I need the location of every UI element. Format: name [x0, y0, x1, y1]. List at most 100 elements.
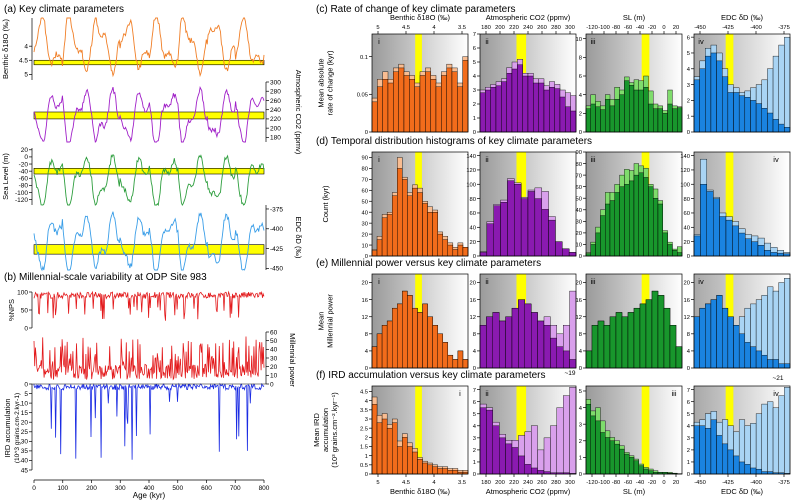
y-tick-label-f-edc: 1: [687, 460, 690, 466]
y-tick-label-e-benthic: 16: [362, 298, 368, 304]
y-tick-label-f-benthic: 1: [365, 454, 368, 460]
y-tick-label-d-benthic: 30: [362, 221, 368, 227]
bar-c-co2: [543, 89, 550, 133]
bar-e-benthic: [427, 316, 433, 369]
bar-c-co2: [565, 106, 571, 133]
y-tick-label-e-co2: 12: [470, 315, 476, 321]
y-axis-label-d: Count (kyr): [321, 185, 330, 223]
y-tick-label-e-edc: 20: [684, 281, 690, 287]
bar-d-benthic: [371, 250, 378, 257]
bar-f-benthic: [452, 470, 459, 475]
y-tick-label-millennial-power: 60: [270, 329, 278, 336]
x-tick-label-bottom-f: 20: [673, 480, 679, 486]
bar-f-sealevel: [609, 440, 616, 475]
y-tick-label-e-edc: 4: [687, 349, 691, 355]
x-tick-label-bottom-f: -40: [636, 480, 644, 486]
y-tick-label-d-edc: 40: [684, 226, 690, 232]
bar-d-benthic: [437, 233, 443, 257]
y-tick-label-co2: 240: [270, 107, 281, 114]
bar-e-sealevel: [657, 295, 665, 369]
x-tick-label-bottom-f: 3.5: [458, 480, 466, 486]
bar-f-co2: [479, 407, 487, 475]
y-tick-label-f-edc: 6: [687, 400, 690, 406]
y-tick-label-sealevel: 0: [24, 154, 28, 161]
bar-f-co2: [486, 409, 493, 475]
bar-d-sealevel: [677, 252, 683, 257]
bar-f-sealevel: [585, 404, 592, 475]
x-tick-label-top-c: -425: [722, 25, 734, 31]
bar-e-co2: [505, 316, 513, 369]
bar-e-benthic: [371, 346, 378, 369]
bar-d-edc: [770, 252, 778, 257]
bar-c-sealevel: [657, 108, 664, 133]
bar-light-f-edc: [778, 395, 785, 475]
bar-d-benthic: [432, 212, 438, 257]
bar-light-f-co2: [531, 425, 538, 475]
y-tick-label-f-co2: 0: [473, 472, 476, 478]
y-tick-label-d-sealevel: 10: [576, 243, 582, 249]
x-tick-label-bottom-f: 300: [565, 480, 575, 486]
roman-label-d: i: [378, 155, 380, 164]
bar-d-sealevel: [653, 198, 659, 257]
bar-f-co2: [499, 437, 506, 475]
x-tick-label-top-c: 20: [673, 25, 679, 31]
x-tick-label-top-c: -120: [586, 25, 598, 31]
y-tick-label-e-edc: 12: [684, 315, 690, 321]
x-tick-label-b: 800: [259, 485, 270, 492]
y-tick-label-d-sealevel: 0: [579, 254, 582, 260]
x-tick-label-b: 500: [172, 485, 183, 492]
band-f-sealevel: [641, 386, 650, 474]
bar-d-edc: [751, 241, 759, 257]
bar-f-edc: [727, 449, 734, 475]
y-tick-label-d-benthic: 70: [362, 178, 368, 184]
y-tick-label-e-sealevel: 12: [576, 315, 582, 321]
roman-label-f: ii: [485, 389, 489, 398]
bar-d-edc: [777, 252, 784, 257]
bar-f-co2: [511, 447, 519, 475]
bar-d-edc: [757, 245, 765, 257]
bar-f-edc: [705, 427, 712, 475]
y-tick-label-f-benthic: 0: [365, 472, 368, 478]
y-tick-label-e-benthic: 8: [365, 332, 368, 338]
bar-f-sealevel: [629, 457, 635, 475]
bar-c-co2: [511, 68, 518, 133]
y-tick-label-d-benthic: 40: [362, 210, 368, 216]
y-tick-label-ird: 10: [21, 400, 29, 407]
bar-d-co2: [520, 198, 529, 257]
bar-c-co2: [554, 88, 561, 133]
bar-d-benthic: [392, 195, 398, 257]
y-tick-label-c-sealevel: 2: [579, 112, 582, 118]
x-tick-label-bottom-f: 4.5: [402, 480, 410, 486]
x-tick-label-bottom-f: 240: [523, 480, 533, 486]
x-tick-label-bottom-f: -400: [750, 480, 762, 486]
y-tick-label-d-edc: 20: [684, 240, 690, 246]
bar-c-co2: [559, 96, 566, 133]
x-tick-label-top-c: 180: [481, 25, 491, 31]
y-tick-label-d-co2: 60: [470, 211, 476, 217]
bar-d-co2: [493, 205, 501, 257]
y-tick-label-benthic: 4.5: [19, 58, 28, 65]
y-tick-label-d-benthic: 0: [365, 254, 368, 260]
x-axis-label-top-sealevel: SL (m): [623, 13, 646, 22]
bar-d-sealevel: [595, 232, 601, 257]
y-tick-label-f-benthic: 3.5: [360, 408, 368, 414]
x-tick-label-top-c: 280: [551, 25, 561, 31]
bar-e-edc: [772, 359, 779, 369]
bar-c-co2: [501, 81, 507, 133]
bar-d-edc: [764, 250, 772, 257]
frame-d-edc: [693, 151, 791, 257]
y-tick-label-d-sealevel: 60: [576, 185, 582, 191]
bar-e-edc: [755, 350, 762, 369]
y-tick-label-c-benthic: 0.1: [360, 55, 368, 61]
frame-e-co2: [479, 273, 577, 369]
bar-f-sealevel: [614, 443, 620, 475]
y-tick-label-d-sealevel: 40: [576, 208, 582, 214]
bar-e-co2: [524, 303, 532, 369]
x-tick-label-top-c: 220: [509, 25, 519, 31]
y-tick-label-c-co2: 1: [473, 116, 476, 122]
y-tick-label-f-sealevel: 2: [579, 439, 582, 445]
y-axis-label-edc: EDC δD (‰): [294, 216, 303, 259]
bar-e-sealevel: [675, 346, 683, 369]
y-tick-label-d-edc: 80: [684, 197, 690, 203]
frame-e-benthic: [371, 273, 469, 369]
